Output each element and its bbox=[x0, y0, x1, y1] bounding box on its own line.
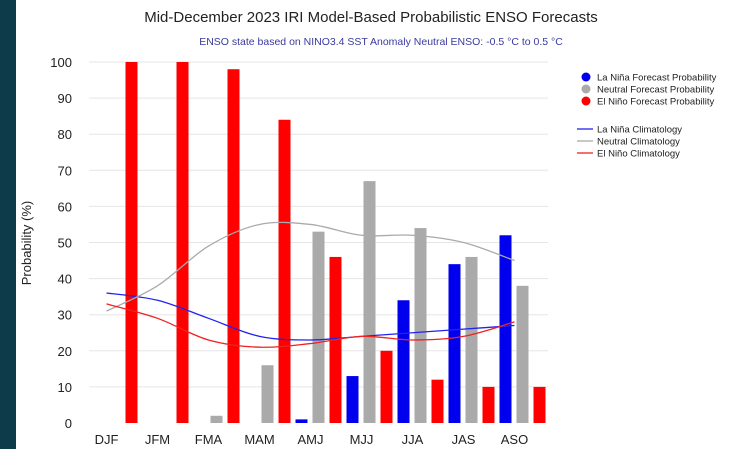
x-tick-label: AMJ bbox=[298, 432, 324, 447]
bar-el-nino-aso bbox=[533, 386, 546, 423]
bar-neutral-jja bbox=[414, 228, 427, 423]
y-tick-label: 0 bbox=[65, 416, 72, 431]
bar-el-nino-djf bbox=[125, 62, 138, 423]
x-tick-label: MJJ bbox=[350, 432, 374, 447]
climatology-lines bbox=[106, 221, 515, 348]
el-nino-climatology-line bbox=[106, 303, 515, 348]
legend-marker bbox=[581, 84, 591, 94]
bar-la-nina-jas bbox=[448, 264, 461, 423]
legend-entry: El Niño Climatology bbox=[597, 149, 680, 160]
bar-neutral-amj bbox=[312, 231, 325, 423]
bar-el-nino-mam bbox=[278, 119, 291, 423]
bar-neutral-mjj bbox=[363, 181, 376, 423]
bar-el-nino-jja bbox=[431, 379, 444, 423]
legend-entry: La Niña Forecast Probability bbox=[597, 73, 717, 84]
y-axis-ticks: 0 10 20 30 40 50 60 70 80 90 100 bbox=[50, 55, 72, 431]
x-axis-ticks: DJF JFM FMA MAM AMJ MJJ JJA JAS ASO bbox=[95, 432, 529, 447]
y-tick-label: 10 bbox=[58, 380, 72, 395]
bar-neutral-fma bbox=[210, 415, 223, 423]
legend-entry: El Niño Forecast Probability bbox=[597, 97, 714, 108]
legend-marker bbox=[581, 72, 591, 82]
bar-el-nino-jfm bbox=[176, 62, 189, 423]
bar-la-nina-mjj bbox=[346, 376, 359, 423]
forecast-bars bbox=[125, 62, 546, 423]
y-tick-label: 90 bbox=[58, 91, 72, 106]
bar-la-nina-jja bbox=[397, 300, 410, 423]
enso-forecast-chart: Mid-December 2023 IRI Model-Based Probab… bbox=[19, 9, 717, 447]
y-axis-label: Probability (%) bbox=[19, 201, 34, 286]
bar-la-nina-aso bbox=[499, 235, 512, 423]
y-tick-label: 40 bbox=[58, 272, 72, 287]
x-tick-label: FMA bbox=[195, 432, 223, 447]
y-tick-label: 100 bbox=[50, 55, 72, 70]
bar-neutral-jas bbox=[465, 256, 478, 423]
bar-neutral-aso bbox=[516, 285, 529, 423]
legend-entry: Neutral Forecast Probability bbox=[597, 85, 714, 96]
bar-el-nino-fma bbox=[227, 69, 240, 423]
chart-subtitle: ENSO state based on NINO3.4 SST Anomaly … bbox=[199, 36, 563, 48]
x-tick-label: JJA bbox=[402, 432, 424, 447]
neutral-climatology-line bbox=[106, 221, 515, 312]
x-tick-label: DJF bbox=[95, 432, 119, 447]
y-tick-label: 50 bbox=[58, 236, 72, 251]
bar-el-nino-mjj bbox=[380, 350, 393, 423]
bar-el-nino-jas bbox=[482, 386, 495, 423]
y-tick-label: 20 bbox=[58, 344, 72, 359]
legend-entry: La Niña Climatology bbox=[597, 125, 682, 136]
y-tick-label: 70 bbox=[58, 163, 72, 178]
la-nina-climatology-line bbox=[106, 292, 515, 341]
x-tick-label: JFM bbox=[145, 432, 170, 447]
y-tick-label: 60 bbox=[58, 199, 72, 214]
x-tick-label: ASO bbox=[501, 432, 528, 447]
legend-marker bbox=[581, 96, 591, 106]
x-tick-label: JAS bbox=[452, 432, 476, 447]
chart-title: Mid-December 2023 IRI Model-Based Probab… bbox=[144, 9, 598, 26]
bar-neutral-mam bbox=[261, 365, 274, 423]
bar-la-nina-amj bbox=[295, 419, 308, 423]
y-tick-label: 30 bbox=[58, 308, 72, 323]
legend-entry: Neutral Climatology bbox=[597, 137, 680, 148]
x-tick-label: MAM bbox=[244, 432, 274, 447]
y-tick-label: 80 bbox=[58, 127, 72, 142]
chart-panel: Mid-December 2023 IRI Model-Based Probab… bbox=[16, 0, 730, 449]
